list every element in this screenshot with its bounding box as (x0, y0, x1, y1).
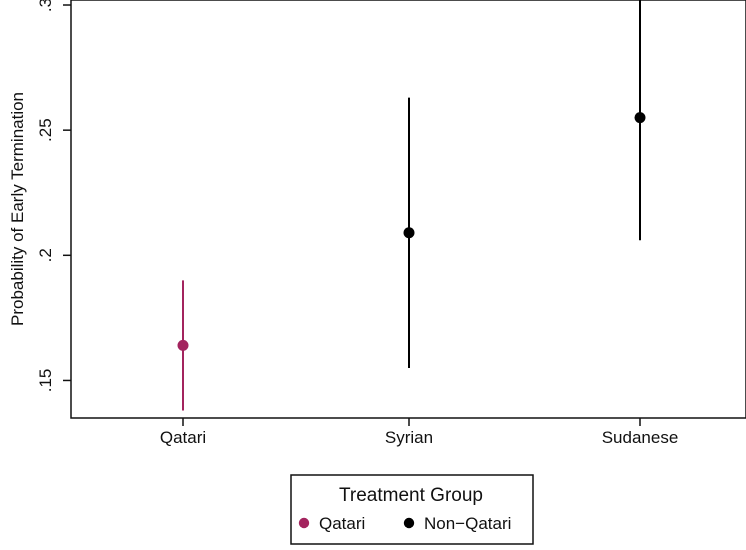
legend: Treatment Group Qatari Non−Qatari (290, 474, 534, 545)
y-tick-label: .2 (36, 248, 55, 262)
legend-marker-non-qatari (403, 517, 415, 529)
y-axis-title: Probability of Early Termination (8, 92, 27, 326)
legend-label-qatari: Qatari (319, 514, 365, 533)
x-tick-label: Sudanese (602, 428, 679, 447)
point-sudanese (634, 112, 646, 124)
y-tick-label: .25 (36, 118, 55, 142)
point-syrian (403, 227, 415, 239)
y-axis: .15 .2 .25 .3 (36, 0, 71, 392)
x-tick-label: Syrian (385, 428, 433, 447)
legend-box (290, 474, 534, 545)
x-axis: Qatari Syrian Sudanese (160, 418, 678, 447)
confidence-intervals (182, 0, 641, 411)
y-tick-label: .3 (36, 0, 55, 12)
point-estimates (177, 112, 646, 351)
legend-marker-qatari (298, 517, 310, 529)
x-tick-label: Qatari (160, 428, 206, 447)
y-tick-label: .15 (36, 369, 55, 393)
point-qatari (177, 339, 189, 351)
legend-label-non-qatari: Non−Qatari (424, 514, 511, 533)
legend-title: Treatment Group (339, 485, 483, 506)
